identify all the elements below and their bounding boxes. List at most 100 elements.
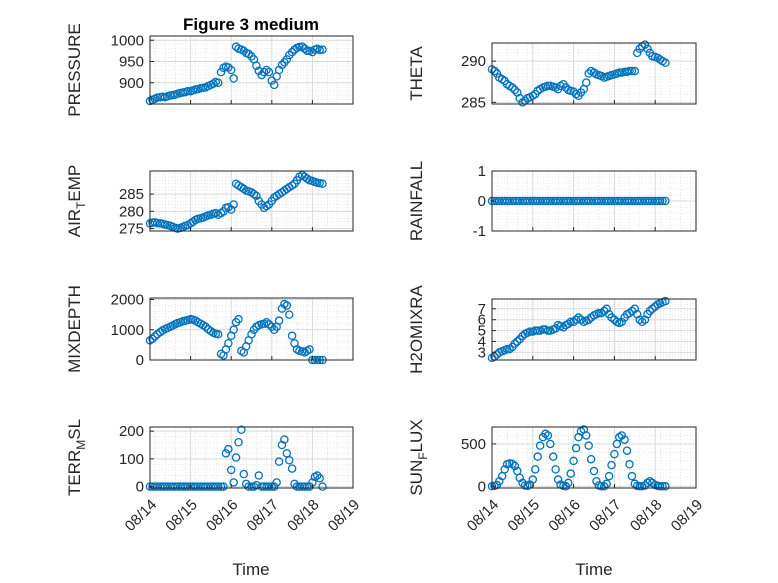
y-axis-label: THETA bbox=[407, 46, 426, 101]
data-point bbox=[640, 40, 650, 49]
data-point bbox=[229, 325, 238, 335]
axes-box bbox=[149, 170, 354, 232]
data-point bbox=[262, 201, 271, 211]
data-point bbox=[213, 482, 223, 491]
data-point bbox=[153, 218, 162, 228]
data-point bbox=[564, 478, 573, 488]
data-point bbox=[287, 47, 297, 57]
data-point bbox=[252, 191, 261, 201]
x-tick-label: 08/15 bbox=[162, 496, 201, 535]
subplot-8: 0 500 08/14 08/15 08/16 08/17 08/18 08/19 SUNFLU… bbox=[407, 419, 706, 534]
data-point bbox=[658, 482, 667, 491]
y-tick-label: 0 bbox=[136, 479, 144, 496]
axes-box bbox=[149, 426, 354, 489]
data-point bbox=[213, 330, 223, 339]
data-point bbox=[252, 61, 261, 71]
y-tick-label: 1 bbox=[478, 163, 486, 180]
data-point bbox=[229, 74, 238, 83]
data-point bbox=[254, 471, 264, 480]
data-point bbox=[290, 45, 299, 54]
subplot-7: 0 100 200 08/14 08/15 08/16 08/17 08/18 08/19 TER… bbox=[65, 419, 363, 535]
x-tick-label: 08/17 bbox=[243, 496, 282, 535]
data-point bbox=[510, 339, 520, 348]
y-tick-label: 0 bbox=[478, 478, 486, 495]
data-point bbox=[216, 208, 226, 218]
y-axis-label: MIXDEPTH bbox=[65, 285, 84, 373]
data-point bbox=[569, 317, 578, 327]
x-tick-label: 08/14 bbox=[464, 496, 503, 535]
data-point bbox=[209, 79, 218, 88]
data-point bbox=[632, 48, 642, 58]
data-point bbox=[602, 304, 611, 314]
y-tick-label: 7 bbox=[478, 301, 486, 318]
data-point bbox=[625, 460, 634, 469]
data-point bbox=[216, 482, 226, 491]
data-point bbox=[148, 334, 157, 344]
data-point bbox=[543, 81, 553, 91]
data-point bbox=[543, 326, 553, 335]
data-point bbox=[262, 317, 271, 327]
data-point bbox=[602, 479, 611, 489]
data-point bbox=[594, 308, 604, 318]
subplot-4: -1 0 1 RAINFALL bbox=[407, 161, 697, 241]
data-point bbox=[287, 464, 297, 473]
data-point bbox=[239, 469, 249, 479]
data-point bbox=[213, 78, 223, 88]
y-tick-label: 3 bbox=[478, 344, 486, 361]
data-point bbox=[533, 452, 542, 461]
data-point bbox=[627, 66, 637, 76]
x-tick-label: 08/18 bbox=[284, 496, 323, 535]
data-point bbox=[630, 66, 640, 76]
y-tick-label: 0 bbox=[478, 193, 486, 210]
y-tick-label: 275 bbox=[119, 221, 144, 238]
data-point bbox=[645, 306, 655, 316]
y-tick-label: 500 bbox=[461, 436, 486, 453]
data-point bbox=[249, 189, 259, 199]
plot-area bbox=[150, 298, 353, 360]
y-tick-label: 950 bbox=[119, 54, 144, 71]
data-point bbox=[302, 482, 312, 491]
data-point bbox=[285, 456, 294, 465]
data-point bbox=[229, 478, 238, 487]
data-point bbox=[620, 435, 629, 444]
data-point bbox=[569, 456, 578, 466]
figure-title: Figure 3 medium bbox=[183, 15, 319, 34]
data-point bbox=[252, 480, 261, 490]
plot-area bbox=[150, 427, 353, 488]
y-tick-label: 0 bbox=[136, 352, 144, 369]
y-tick-label: -1 bbox=[473, 223, 486, 240]
data-point bbox=[543, 431, 553, 440]
data-point bbox=[525, 327, 535, 336]
data-point bbox=[267, 482, 277, 491]
plot-area bbox=[492, 299, 696, 360]
data-point bbox=[622, 446, 632, 455]
subplot-5: 0 1000 2000 MIXDEPTH bbox=[65, 285, 354, 373]
data-point bbox=[226, 205, 236, 214]
data-point bbox=[224, 444, 233, 454]
data-point bbox=[584, 315, 593, 324]
y-axis-label: RAINFALL bbox=[407, 161, 426, 241]
data-point bbox=[280, 435, 289, 444]
data-point bbox=[264, 482, 274, 491]
y-tick-label: 900 bbox=[119, 75, 144, 92]
data-point bbox=[541, 429, 550, 439]
data-point bbox=[221, 449, 231, 458]
data-point bbox=[219, 482, 228, 491]
data-point bbox=[500, 465, 509, 474]
data-point bbox=[528, 475, 538, 484]
data-point bbox=[183, 87, 193, 96]
data-point bbox=[571, 315, 581, 324]
data-point bbox=[566, 317, 575, 327]
data-point bbox=[305, 345, 314, 354]
data-point bbox=[318, 482, 327, 491]
x-tick-label: 08/15 bbox=[504, 496, 543, 535]
data-point bbox=[632, 309, 642, 319]
data-point bbox=[635, 315, 644, 324]
data-point bbox=[216, 67, 226, 77]
y-tick-label: 100 bbox=[119, 451, 144, 468]
data-point bbox=[655, 196, 665, 206]
y-tick-label: 280 bbox=[119, 203, 144, 220]
data-point bbox=[259, 67, 269, 77]
